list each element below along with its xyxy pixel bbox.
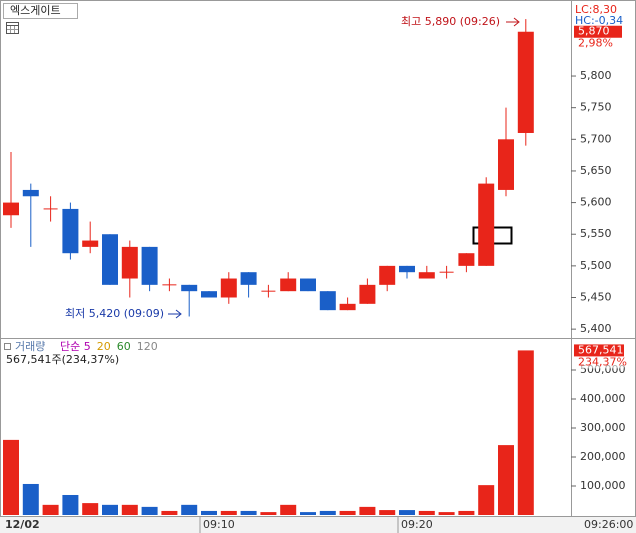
y-tick-label: 5,450 <box>580 291 612 304</box>
y-tick-label: 5,650 <box>580 164 612 177</box>
volume-bar <box>339 510 356 515</box>
volume-bar <box>161 510 178 515</box>
volume-bar <box>359 506 376 515</box>
candle-body <box>22 189 39 197</box>
ma-label: 60 <box>117 340 131 353</box>
volume-tag: 567,541 <box>578 343 624 356</box>
low-annotation: 최저 5,420 (09:09) <box>65 307 164 320</box>
volume-bar <box>399 510 415 515</box>
volume-bar <box>220 510 237 515</box>
ma-label: 20 <box>97 340 111 353</box>
volume-bar <box>438 512 455 515</box>
volume-bar <box>300 512 316 515</box>
y-tick-label: 5,500 <box>580 259 612 272</box>
hc-label: HC:-0,34 <box>575 14 623 27</box>
high-arrow <box>506 17 520 27</box>
volume-bar <box>121 504 138 515</box>
low-arrow <box>168 309 182 319</box>
candle-body <box>141 246 158 285</box>
high-annotation: 최고 5,890 (09:26) <box>401 15 500 28</box>
y-tick-label: 5,800 <box>580 69 612 82</box>
candle-body <box>399 265 415 273</box>
volume-bar <box>498 445 514 515</box>
volume-bar <box>379 510 396 515</box>
volume-bar <box>181 504 198 515</box>
calendar-icon[interactable] <box>6 22 19 34</box>
volume-tag-bg <box>574 344 624 357</box>
volume-bar <box>82 503 99 515</box>
candle-body <box>62 208 79 254</box>
candle-body <box>201 291 217 298</box>
candle-body <box>478 183 495 266</box>
time-axis-bg <box>0 516 636 533</box>
ma-label: 단순 5 <box>60 340 91 353</box>
volume-bar <box>22 483 39 515</box>
candle-body <box>379 265 396 285</box>
volume-tick-label: 100,000 <box>580 479 626 492</box>
candle-body <box>359 284 376 304</box>
y-tick-label: 5,600 <box>580 196 612 209</box>
title-box <box>3 3 78 19</box>
y-tick-label: 5,750 <box>580 101 612 114</box>
candle-body <box>458 253 475 266</box>
y-tick-label: 5,400 <box>580 322 612 335</box>
candle-body <box>220 278 237 298</box>
volume-bar <box>517 350 534 515</box>
volume-bar <box>102 504 118 515</box>
legend-box <box>4 343 11 350</box>
change-tag-bg <box>574 38 622 50</box>
candle-body <box>498 139 514 190</box>
volume-tick-label: 400,000 <box>580 392 626 405</box>
volume-bar <box>280 504 297 515</box>
candle-body <box>181 284 198 292</box>
volume-bar <box>240 510 257 515</box>
price-tag-bg <box>574 25 622 38</box>
candle-body <box>517 31 534 133</box>
volume-tick-label: 200,000 <box>580 450 626 463</box>
volume-bar <box>42 504 59 515</box>
candle-body <box>339 303 356 311</box>
volume-bar <box>3 439 19 515</box>
volume-bar <box>201 510 217 515</box>
change-tag: 2,98% <box>578 37 613 50</box>
candle-body <box>300 278 316 292</box>
volume-bar <box>458 510 475 515</box>
volume-tick-label: 300,000 <box>580 421 626 434</box>
volume-bar <box>319 510 336 515</box>
candle-body <box>82 240 99 247</box>
candle-body <box>418 272 435 279</box>
volume-bar <box>62 494 79 515</box>
price-tag: 5,870 <box>578 25 610 38</box>
ma-label: 120 <box>137 340 158 353</box>
y-tick-label: 5,700 <box>580 132 612 145</box>
candle-body <box>319 291 336 311</box>
volume-change-bg <box>574 357 624 369</box>
candle-body <box>102 234 118 285</box>
candle-body <box>121 246 138 279</box>
stock-title: 엑스게이트 <box>10 4 61 17</box>
x-tick-label: 09:20 <box>401 518 433 531</box>
candle-body <box>240 272 257 285</box>
candle-body <box>280 278 297 292</box>
volume-bar <box>141 506 158 515</box>
x-tick-label: 09:10 <box>203 518 235 531</box>
volume-bar <box>478 485 495 515</box>
volume-title: 거래량 <box>15 340 45 353</box>
volume-bar <box>260 512 277 515</box>
volume-tag-change: 234,37% <box>578 355 627 368</box>
volume-bar <box>418 510 435 515</box>
volume-info: 567,541주(234,37%) <box>6 353 119 366</box>
x-tick-label: 12/02 <box>5 518 40 531</box>
y-tick-label: 5,550 <box>580 227 612 240</box>
candle-body <box>3 202 19 216</box>
lc-label: LC:8,30 <box>575 3 617 16</box>
cursor-time: 09:26:00 <box>584 518 633 531</box>
